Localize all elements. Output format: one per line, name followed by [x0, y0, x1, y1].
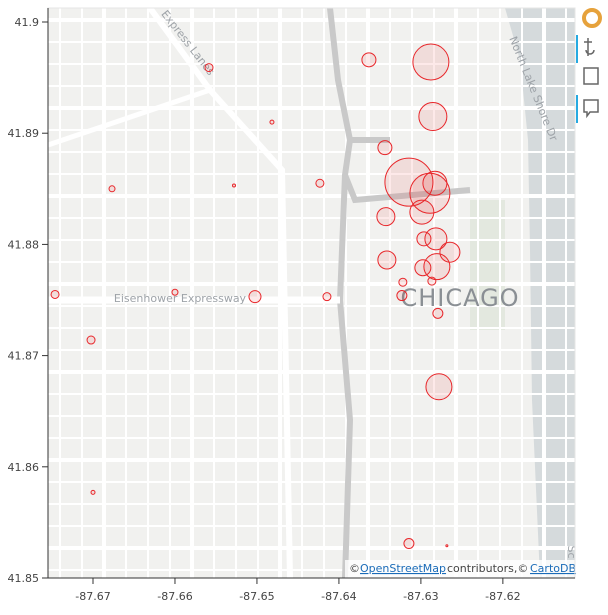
point [427, 276, 437, 286]
streets [48, 8, 575, 578]
active-indicator [576, 95, 578, 123]
point [86, 335, 96, 345]
point [422, 170, 448, 196]
bokeh-logo[interactable] [582, 8, 602, 28]
point [418, 102, 448, 132]
y-tick-label: 41.89 [8, 127, 40, 140]
y-tick-label: 41.86 [8, 461, 40, 474]
point [445, 544, 449, 548]
point [50, 289, 60, 299]
map-label: CHICAGO [400, 284, 519, 312]
pan-tool[interactable] [584, 38, 595, 56]
point [377, 140, 393, 156]
x-tick-label: -87.66 [157, 590, 192, 603]
x-tick-label: -87.62 [485, 590, 520, 603]
point [384, 157, 434, 207]
attribution-box [345, 560, 575, 578]
point [416, 231, 432, 247]
save-tool[interactable] [583, 67, 599, 85]
point [423, 253, 451, 281]
y-tick-label: 41.88 [8, 238, 40, 251]
point [425, 373, 453, 401]
point [376, 207, 396, 227]
x-tick-label: -87.63 [403, 590, 438, 603]
attribution: © [349, 562, 360, 575]
point [432, 307, 444, 319]
attribution-link[interactable]: OpenStreetMap [360, 562, 446, 575]
x-tick-label: -87.67 [75, 590, 110, 603]
point [248, 290, 262, 304]
map-label: Eisenhower Expressway [114, 292, 247, 305]
point [403, 538, 415, 550]
point [315, 178, 325, 188]
active-indicator [576, 35, 578, 63]
point [424, 227, 448, 251]
y-tick-label: 41.9 [15, 16, 40, 29]
point [414, 259, 432, 277]
point [409, 199, 435, 225]
x-tick-label: -87.64 [321, 590, 356, 603]
point [90, 489, 96, 495]
y-tick-label: 41.87 [8, 350, 40, 363]
point [412, 43, 450, 81]
point [361, 52, 377, 68]
map-label: Sc [565, 545, 578, 558]
attribution-link[interactable]: CartoDB [530, 562, 576, 575]
point [377, 250, 397, 270]
point [108, 185, 116, 193]
toolbar [576, 8, 602, 123]
point [396, 290, 408, 302]
point [269, 119, 275, 125]
point [398, 277, 408, 287]
point [231, 183, 236, 188]
hover-tool[interactable] [583, 99, 599, 119]
point [171, 288, 179, 296]
point [204, 63, 214, 73]
point [439, 241, 461, 263]
map-tiles: CHICAGO Eisenhower Expressway Express La… [48, 8, 578, 578]
circles [50, 43, 461, 550]
point [322, 292, 332, 302]
point [409, 172, 451, 214]
x-tick-label: -87.65 [239, 590, 274, 603]
y-tick-label: 41.85 [8, 572, 40, 585]
attribution: contributors,© [447, 562, 528, 575]
